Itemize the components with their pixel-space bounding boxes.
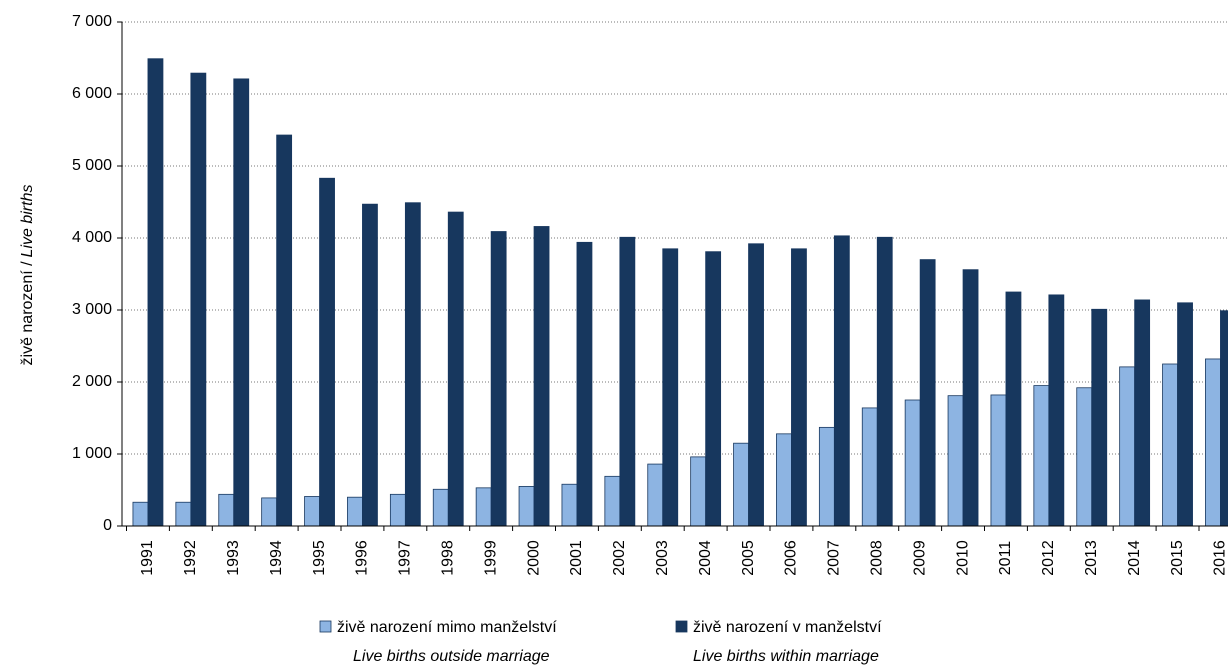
bar [576,241,593,527]
bar [604,475,621,527]
bar [404,202,421,527]
bar [1076,387,1093,527]
x-tick-label: 2006 [783,540,800,576]
x-tick-label: 2003 [654,540,671,576]
legend-swatch [319,620,332,633]
x-tick-label: 2009 [911,540,928,576]
bar [990,394,1007,527]
x-tick-label: 1992 [182,540,199,576]
bar [132,501,149,527]
bar [833,235,850,527]
bar [647,463,664,527]
x-tick-label: 1995 [311,540,328,576]
bar [475,487,492,527]
legend-label: živě narození mimo manželství [337,619,557,636]
bar [919,259,936,527]
x-tick-label: 2008 [868,540,885,576]
x-tick-label: 2011 [997,541,1014,576]
bar [619,236,636,527]
legend-label-en: Live births within marriage [693,648,879,665]
bar [432,488,449,527]
bar [347,496,363,527]
bar [233,78,250,527]
bar [1033,385,1050,527]
bar [705,251,722,527]
bar [147,58,164,527]
bar [319,177,335,527]
bar [362,203,378,527]
bar [876,236,893,527]
x-tick-label: 2001 [568,540,585,576]
bar [533,226,550,527]
x-tick-label: 2004 [697,540,714,576]
x-tick-label: 2007 [826,540,843,576]
bar [490,231,507,527]
bar [190,72,207,527]
x-tick-label: 1994 [268,540,285,576]
bar [1205,358,1221,527]
bar [776,433,792,527]
bar [518,485,535,527]
x-tick-label: 2015 [1169,540,1186,576]
x-tick-label: 2016 [1212,540,1228,576]
bar [791,248,807,527]
bar [1220,310,1228,527]
bar [1162,363,1178,527]
x-tick-label: 1998 [439,540,456,576]
y-tick-label: 5 000 [72,157,112,174]
y-tick-label: 6 000 [72,85,112,102]
bar [1177,302,1193,527]
legend-label: živě narození v manželství [693,619,882,636]
y-axis-label-cz: živě narození / [19,261,36,366]
bar [818,426,835,527]
x-tick-label: 1997 [397,540,414,576]
bar [175,501,192,527]
bar [748,243,764,527]
bar [304,496,320,527]
x-tick-label: 1993 [225,540,242,576]
x-tick-label: 1996 [354,540,371,576]
legend-label-en: Live births outside marriage [353,648,550,665]
bar [389,493,406,527]
x-tick-label: 2002 [611,540,628,576]
y-tick-label: 1 000 [72,445,112,462]
bar [1005,291,1022,527]
bar [447,211,464,527]
y-tick-label: 3 000 [72,301,112,318]
x-tick-label: 1991 [139,540,156,576]
bar [1119,366,1136,527]
bar [662,248,679,527]
y-axis-label-en: Live births [19,185,36,258]
y-tick-label: 0 [103,517,112,534]
x-tick-label: 2010 [954,540,971,576]
bar [861,407,878,527]
bar [1134,299,1151,527]
x-tick-label: 2000 [525,540,542,576]
bar [733,442,749,527]
bar [904,399,921,527]
y-tick-label: 7 000 [72,13,112,30]
y-tick-label: 2 000 [72,373,112,390]
bar [1048,294,1065,527]
x-tick-label: 2014 [1126,540,1143,576]
bar [261,497,278,527]
bar [218,493,235,527]
bar [561,483,578,527]
x-tick-label: 2012 [1040,540,1057,576]
bar [1091,308,1108,527]
bar [962,269,979,527]
x-tick-label: 2013 [1083,540,1100,576]
y-axis-label: živě narození / Live births [19,185,36,366]
bar [276,134,293,527]
bar [690,456,707,527]
legend-swatch [675,620,688,633]
bar [947,395,964,527]
y-tick-label: 4 000 [72,229,112,246]
x-tick-label: 2005 [740,540,757,576]
x-tick-label: 1999 [482,540,499,576]
